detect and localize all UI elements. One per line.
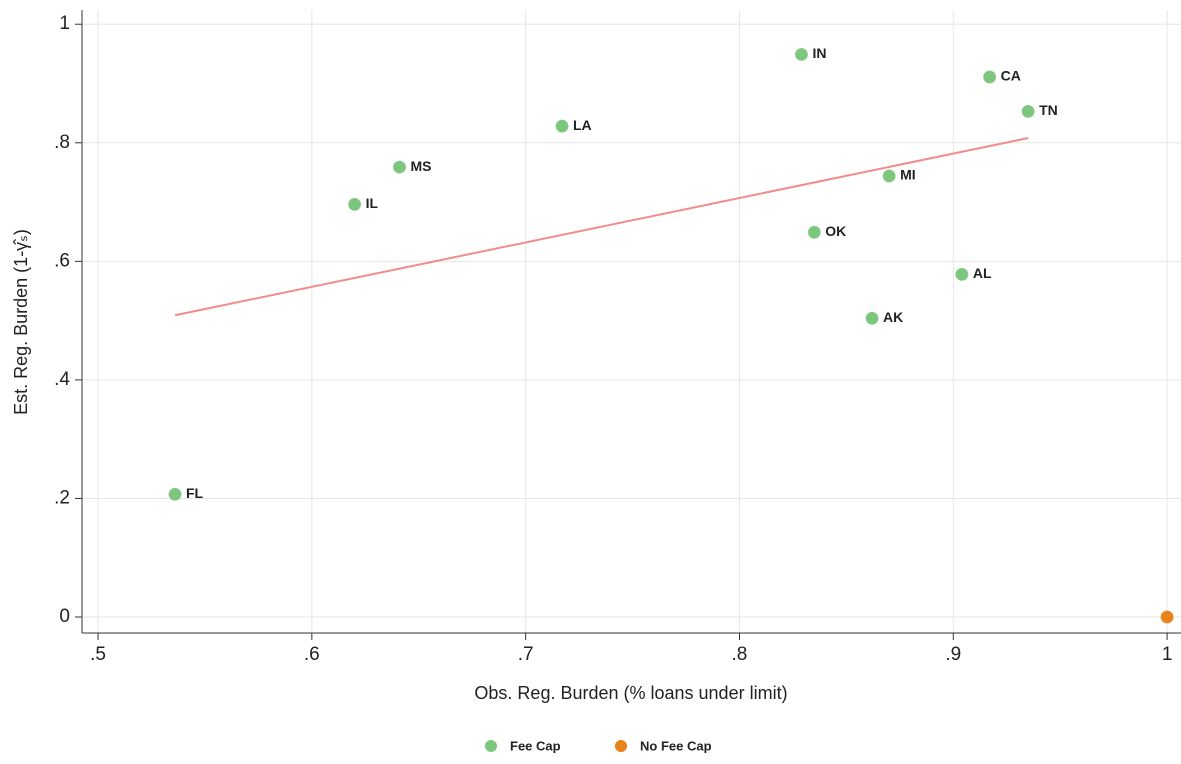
legend-label: Fee Cap	[510, 738, 561, 753]
y-tick-label: .2	[54, 487, 70, 508]
legend-label: No Fee Cap	[640, 738, 712, 753]
legend-marker	[485, 740, 497, 752]
point	[983, 70, 997, 84]
y-tick-label: .4	[54, 369, 70, 390]
point-label: MS	[411, 158, 432, 174]
point	[1160, 610, 1174, 624]
point-label: FL	[186, 485, 204, 501]
point-label: OK	[825, 223, 846, 239]
point-label: CA	[1001, 68, 1021, 84]
point-label: LA	[573, 117, 592, 133]
x-tick-label: .6	[304, 644, 320, 665]
point	[807, 225, 821, 239]
point	[882, 169, 896, 183]
x-tick-label: .5	[90, 644, 106, 665]
point	[555, 119, 569, 133]
point	[348, 197, 362, 211]
fit-line	[174, 137, 1029, 317]
x-tick-label: .7	[518, 644, 534, 665]
y-tick-label: .8	[54, 132, 70, 153]
x-tick-label: 1	[1162, 644, 1173, 665]
y-axis-title: Est. Reg. Burden (1-γ̂ₛ)	[11, 229, 31, 415]
point	[865, 311, 879, 325]
point	[955, 267, 969, 281]
point-label: IN	[812, 45, 826, 61]
point-label: AK	[883, 309, 903, 325]
y-tick-label: 1	[59, 13, 70, 34]
point	[393, 160, 407, 174]
point	[1021, 104, 1035, 118]
point-label: MI	[900, 167, 916, 183]
point	[794, 47, 808, 61]
legend-marker	[615, 740, 627, 752]
x-tick-label: .9	[945, 644, 961, 665]
point	[168, 487, 182, 501]
y-tick-label: .6	[54, 250, 70, 271]
x-axis-title: Obs. Reg. Burden (% loans under limit)	[474, 683, 787, 703]
point-label: TN	[1039, 102, 1058, 118]
point-label: AL	[973, 265, 992, 281]
point-label: IL	[366, 195, 379, 211]
y-tick-label: 0	[59, 606, 70, 627]
x-tick-label: .8	[732, 644, 748, 665]
